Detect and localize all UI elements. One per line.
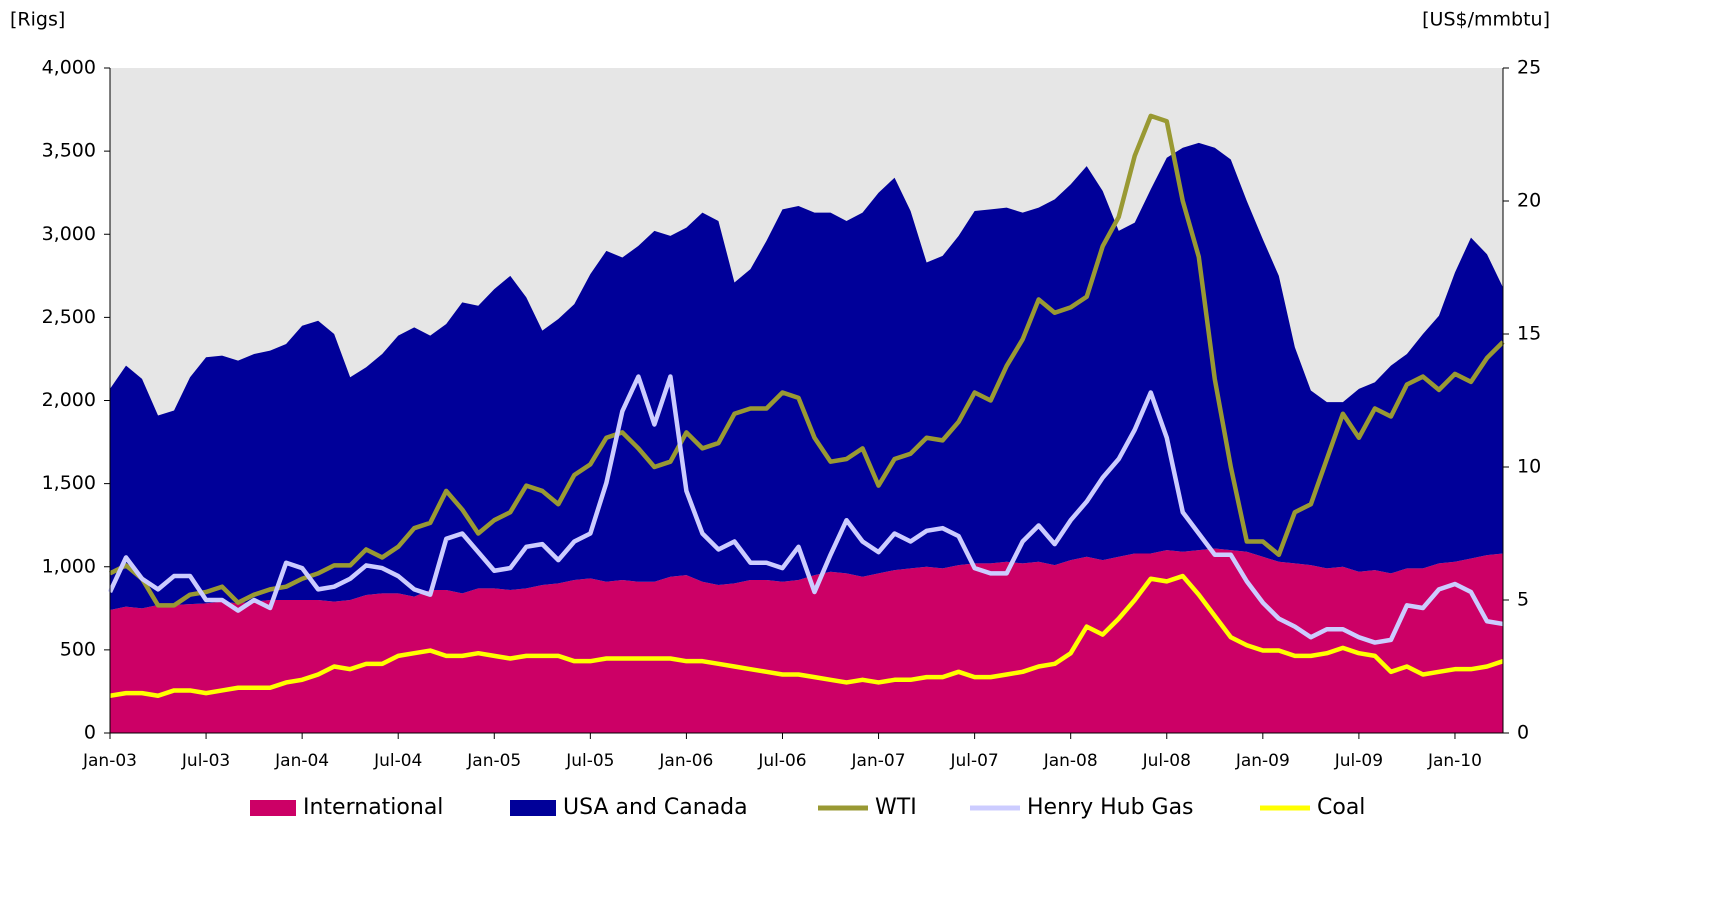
y-tick-label: 2,500 [42,306,96,328]
y-tick-label: 0 [84,722,96,744]
y-tick-label: 500 [60,638,96,660]
y-tick-label: 3,500 [42,140,96,162]
y-tick-label: 1,500 [42,472,96,494]
legend-label: Henry Hub Gas [1027,795,1194,820]
legend-swatch [510,800,556,816]
x-tick-label: Jan-05 [466,751,521,771]
x-tick-label: Jul-06 [757,751,806,771]
y2-tick-label: 5 [1517,589,1529,611]
y2-tick-label: 10 [1517,456,1541,478]
line [109,573,1504,699]
legend-swatch [250,800,296,816]
line [107,374,1504,645]
x-tick-label: Jan-09 [1235,751,1290,771]
x-tick-label: Jan-07 [851,751,906,771]
y2-axis-label: [US$/mmbtu] [1422,9,1550,31]
x-tick-label: Jul-04 [373,751,422,771]
x-tick-label: Jan-06 [658,751,713,771]
y2-tick-label: 20 [1517,190,1541,212]
legend-label: International [303,795,443,820]
y-tick-label: 1,000 [42,555,96,577]
line [108,113,1505,608]
x-tick-label: Jan-10 [1427,751,1482,771]
area [110,142,1503,610]
x-tick-label: Jul-07 [949,751,998,771]
y2-tick-label: 0 [1517,722,1529,744]
x-tick-label: Jul-09 [1334,751,1383,771]
legend-label: USA and Canada [563,795,748,820]
y2-tick-label: 15 [1517,323,1541,345]
y-axis-label: [Rigs] [10,9,65,31]
x-tick-label: Jan-04 [274,751,329,771]
x-tick-label: Jan-08 [1043,751,1098,771]
legend-label: Coal [1317,795,1365,820]
legend-label: WTI [875,795,917,820]
y2-tick-label: 25 [1517,57,1541,79]
y-tick-label: 2,000 [42,389,96,411]
x-tick-label: Jul-03 [181,751,230,771]
y-tick-label: 4,000 [42,57,96,79]
x-tick-label: Jul-08 [1142,751,1191,771]
x-tick-label: Jul-05 [565,751,614,771]
x-tick-label: Jan-03 [82,751,137,771]
area [110,548,1503,733]
y-tick-label: 3,000 [42,223,96,245]
